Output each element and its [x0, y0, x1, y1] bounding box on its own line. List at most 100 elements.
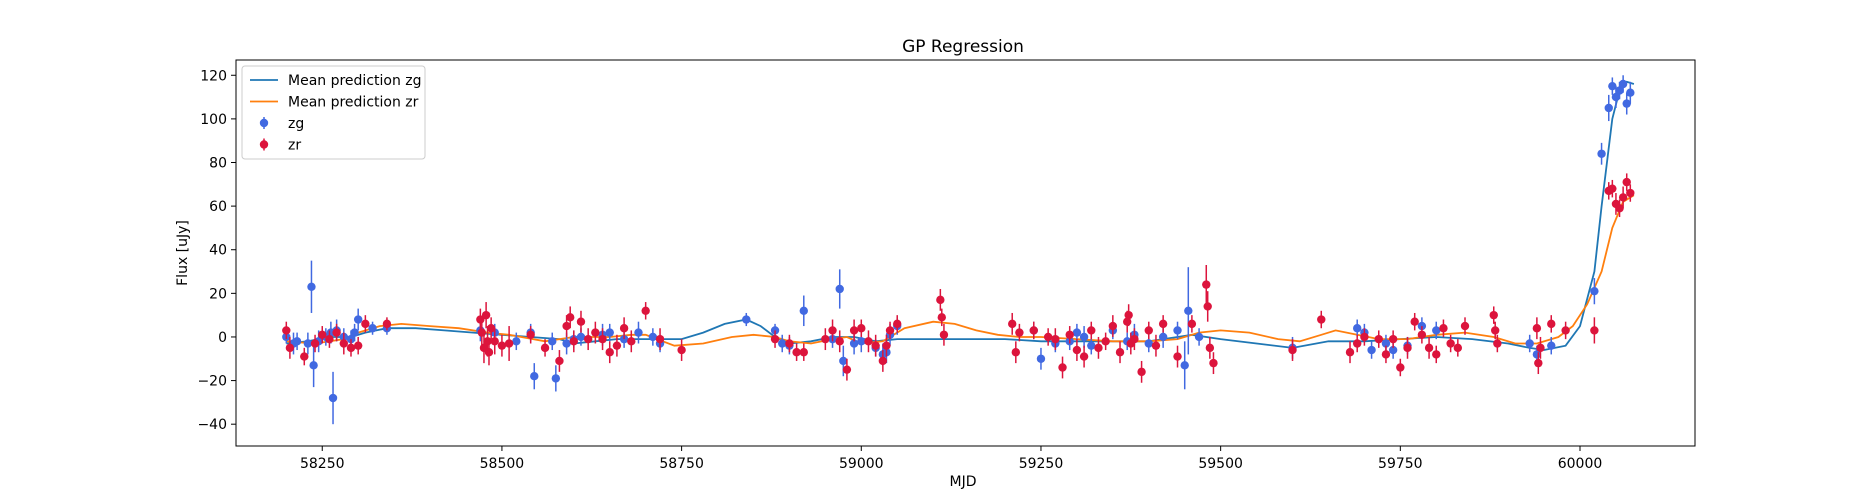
data-point [1608, 184, 1617, 193]
data-point [1432, 350, 1441, 359]
data-point [325, 334, 334, 344]
data-point [1043, 332, 1053, 342]
data-point [1396, 363, 1405, 372]
data-point [1615, 86, 1624, 95]
x-tick-label: 60000 [1558, 456, 1603, 472]
data-point [576, 317, 586, 326]
axis-ticks: 58250 58500 58750 59000 59250 59500 59750 60000… [197, 68, 1602, 472]
data-point [1158, 319, 1168, 329]
data-point [1534, 358, 1543, 368]
data-point [526, 330, 535, 339]
y-tick-label: 120 [200, 68, 227, 84]
legend-entry: Mean prediction zg [250, 73, 422, 89]
data-point [1345, 348, 1355, 357]
data-point [1353, 339, 1362, 348]
data-point [1209, 358, 1218, 368]
data-point [835, 284, 844, 294]
data-point [512, 337, 521, 346]
data-point [1417, 330, 1427, 339]
data-point [821, 334, 830, 344]
data-point [1590, 286, 1599, 296]
data-point [1618, 193, 1628, 202]
data-point [540, 343, 550, 353]
plot-layer [282, 75, 1635, 425]
data-point [1388, 334, 1398, 344]
data-point [292, 337, 302, 346]
data-point [1453, 343, 1463, 353]
data-point [1101, 337, 1110, 346]
data-point [648, 332, 658, 342]
data-point [353, 341, 363, 350]
data-point [551, 374, 561, 383]
data-point [1173, 326, 1182, 335]
data-point [1547, 319, 1556, 329]
legend-label: Mean prediction zg [288, 73, 422, 89]
data-point [1144, 339, 1153, 348]
data-point [1008, 319, 1017, 329]
data-point [655, 334, 665, 344]
data-point [1202, 280, 1211, 289]
x-tick-label: 58750 [659, 456, 704, 472]
legend-entry: Mean prediction zr [250, 95, 419, 111]
data-point [1115, 348, 1125, 357]
legend-box [241, 65, 426, 160]
data-point [569, 337, 578, 346]
data-point [285, 343, 295, 353]
y-axis-label: Flux [uJy] [175, 220, 191, 286]
data-point [605, 348, 614, 357]
y-tick-label: 20 [209, 286, 227, 302]
data-point [937, 313, 946, 322]
data-point [1597, 149, 1606, 158]
mean-line-zr [286, 194, 1635, 347]
data-point [300, 352, 309, 361]
data-point [382, 319, 392, 329]
data-point [353, 315, 363, 324]
data-point [1611, 92, 1621, 102]
data-point [583, 334, 593, 344]
y-tick-label: 40 [209, 243, 227, 259]
data-point [1604, 103, 1613, 113]
data-point [1432, 326, 1441, 335]
data-point [878, 356, 888, 366]
data-point [893, 319, 902, 329]
x-tick-label: 59250 [1019, 456, 1064, 472]
data-point [1525, 339, 1534, 348]
data-point [548, 337, 557, 346]
data-point [1622, 99, 1631, 108]
data-point [839, 356, 848, 366]
data-point [481, 310, 491, 320]
data-point [1626, 188, 1635, 198]
y-tick-label: −40 [197, 417, 227, 433]
data-point [857, 337, 866, 346]
data-point [1622, 177, 1631, 187]
data-point [799, 348, 808, 357]
data-point [1058, 363, 1067, 372]
data-point [318, 330, 327, 339]
data-point [332, 328, 341, 337]
data-point [792, 348, 801, 357]
legend-marker-swatch [259, 140, 269, 149]
data-point [939, 330, 949, 339]
data-point [641, 306, 650, 315]
data-point [477, 328, 487, 337]
data-point [677, 345, 686, 355]
data-point [346, 343, 356, 353]
data-point [1029, 326, 1038, 335]
data-point [1547, 341, 1556, 350]
data-point [936, 295, 945, 305]
data-point [1417, 321, 1427, 331]
data-point [1079, 332, 1089, 342]
data-point [490, 337, 499, 346]
legend-entry: zr [259, 138, 301, 154]
data-point [857, 324, 866, 333]
data-point [1079, 352, 1089, 361]
data-point [634, 328, 643, 337]
data-point [1490, 326, 1500, 335]
data-point [1072, 328, 1082, 337]
data-point [849, 326, 859, 335]
data-point [1532, 324, 1542, 333]
data-point [1608, 81, 1617, 91]
legend-label: zg [288, 116, 304, 132]
series-zg [282, 75, 1635, 425]
data-point [1087, 326, 1096, 335]
